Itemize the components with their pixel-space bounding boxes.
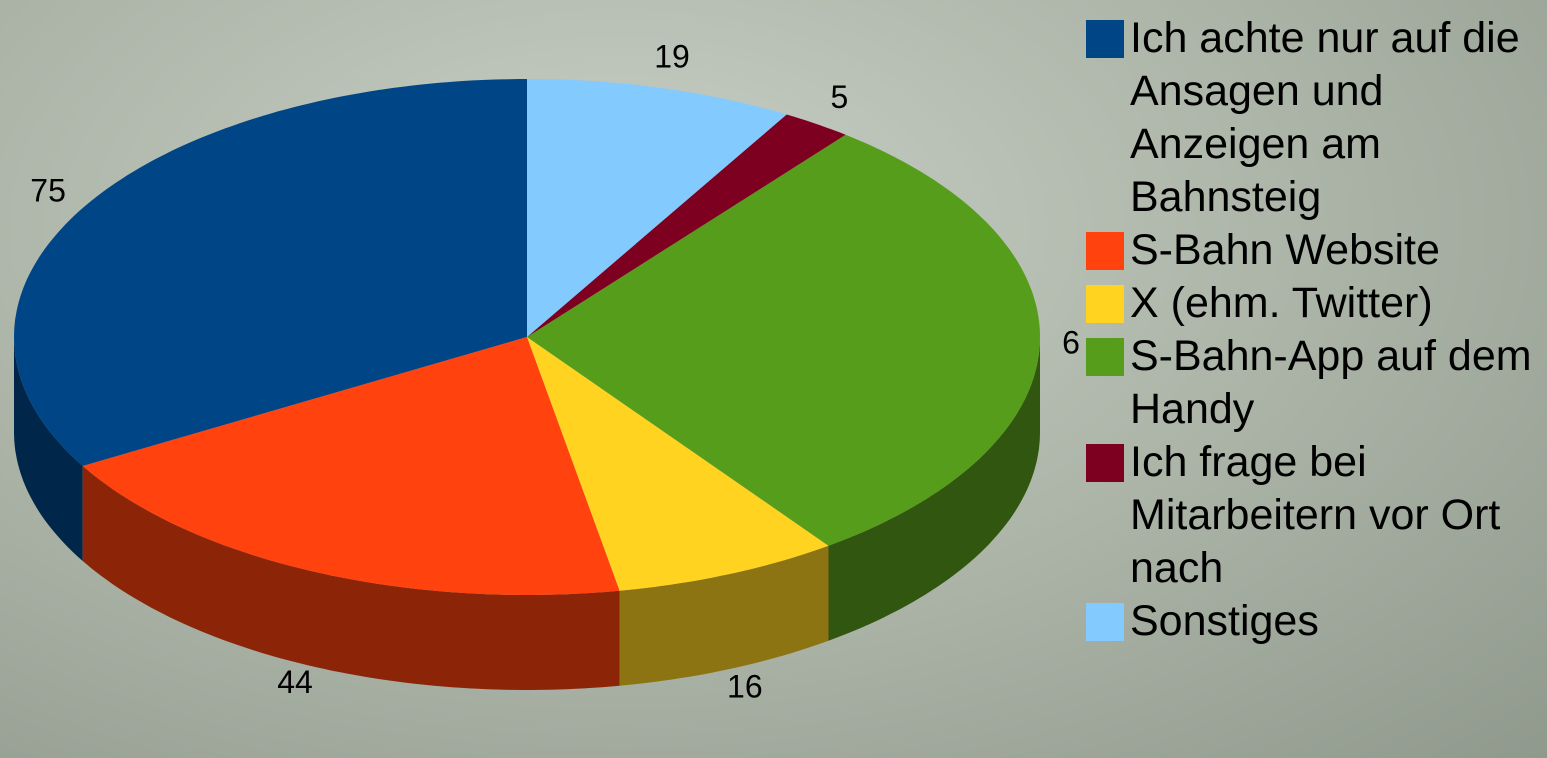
legend: Ich achte nur auf die Ansagen und Anzeig… xyxy=(1086,12,1546,648)
data-label: 5 xyxy=(831,79,849,115)
slice xyxy=(14,79,527,466)
chart: 75 44 16 66 5 19 xyxy=(14,39,1080,704)
legend-swatch xyxy=(1086,338,1124,376)
data-label: 16 xyxy=(727,668,763,704)
legend-entry: X (ehm. Twitter) xyxy=(1086,277,1546,330)
slice xyxy=(527,337,829,591)
slice xyxy=(527,114,846,337)
legend-label: X (ehm. Twitter) xyxy=(1130,279,1433,327)
legend-label: Sonstiges xyxy=(1130,597,1319,645)
legend-label: S-Bahn-App auf dem Handy xyxy=(1130,332,1532,433)
slice xyxy=(527,79,787,337)
slice-side xyxy=(14,337,83,561)
slice xyxy=(527,134,1040,546)
legend-label: S-Bahn Website xyxy=(1130,226,1440,274)
legend-entry: Ich frage bei Mitarbeitern vor Ort nach xyxy=(1086,436,1546,595)
data-label: 75 xyxy=(30,172,66,208)
legend-label: Ich achte nur auf die Ansagen und Anzeig… xyxy=(1130,14,1520,221)
legend-label: Ich frage bei Mitarbeitern vor Ort nach xyxy=(1130,438,1501,592)
slice xyxy=(82,337,620,595)
data-label: 19 xyxy=(654,39,690,75)
legend-swatch xyxy=(1086,232,1124,270)
slice-side xyxy=(619,545,829,686)
legend-swatch xyxy=(1086,603,1124,641)
legend-entry: Sonstiges xyxy=(1086,595,1546,648)
slice-side xyxy=(82,466,620,690)
slice-side xyxy=(828,337,1040,641)
legend-entry: S-Bahn-App auf dem Handy xyxy=(1086,330,1546,436)
legend-swatch xyxy=(1086,285,1124,323)
legend-swatch xyxy=(1086,20,1124,58)
data-label: 66 xyxy=(1062,324,1080,360)
legend-entry: S-Bahn Website xyxy=(1086,224,1546,277)
legend-entry: Ich achte nur auf die Ansagen und Anzeig… xyxy=(1086,12,1546,224)
legend-swatch xyxy=(1086,444,1124,482)
data-label: 44 xyxy=(277,664,313,700)
